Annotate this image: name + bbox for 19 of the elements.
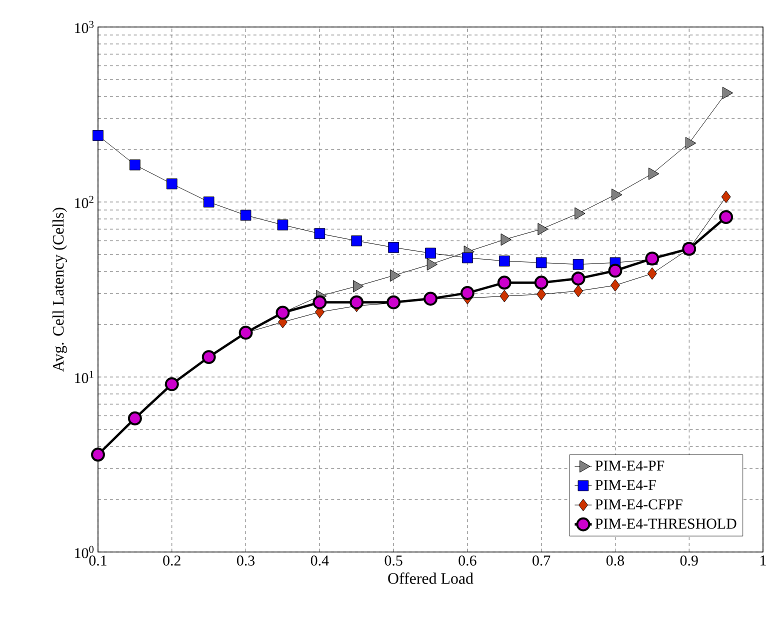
y-axis-title: Avg. Cell Latency (Cells) — [52, 208, 67, 372]
x-axis-title: Offered Load — [388, 572, 474, 584]
x-tick-label: 0.7 — [532, 556, 550, 566]
legend-label: PIM-E4-F — [595, 480, 656, 490]
y-tick-label: 10$^{1}$ — [75, 370, 94, 384]
x-tick-label: 1 — [760, 556, 766, 566]
x-tick-label: 0.8 — [606, 556, 624, 566]
x-tick-label: 0.4 — [310, 556, 329, 566]
y-tick-label: 10$^{2}$ — [75, 196, 94, 208]
legend-label: PIM-E4-CFPF — [595, 499, 682, 510]
x-tick-label: 0.5 — [384, 556, 402, 566]
x-tick-label: 0.6 — [458, 556, 476, 566]
legend-label: PIM-E4-THRESHOLD — [595, 518, 736, 529]
x-tick-label: 0.1 — [89, 556, 106, 566]
y-tick-label: 10$^{3}$ — [75, 20, 94, 34]
legend-label: PIM-E4-PF — [595, 460, 664, 471]
x-tick-label: 0.2 — [163, 556, 180, 566]
x-tick-label: 0.9 — [680, 556, 698, 566]
x-tick-label: 0.3 — [237, 556, 255, 566]
